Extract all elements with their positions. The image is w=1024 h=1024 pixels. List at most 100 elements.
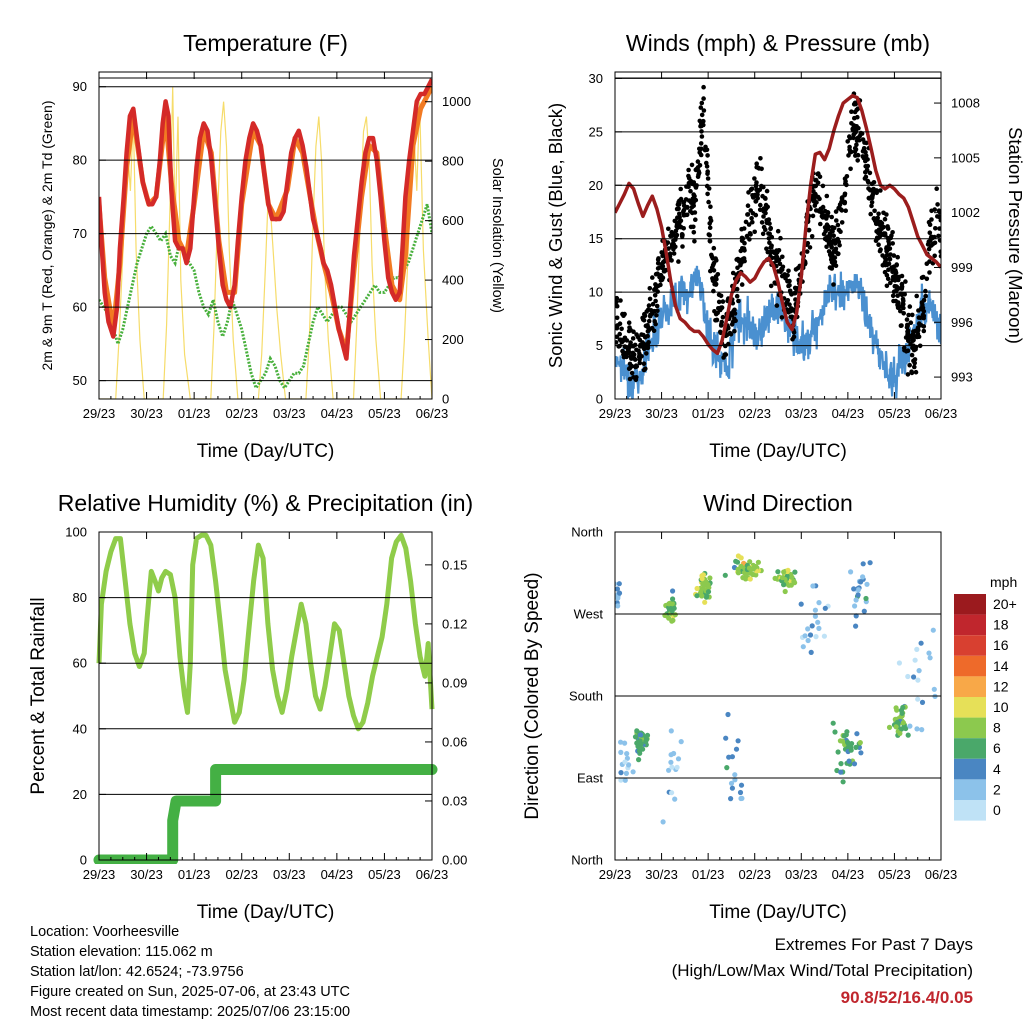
gust-point — [909, 333, 914, 339]
gust-point — [669, 229, 674, 235]
direction-point — [821, 633, 828, 639]
gust-point — [872, 208, 877, 214]
x-tick-label: 29/23 — [83, 867, 116, 882]
gust-point — [757, 187, 763, 192]
x-tick-label: 04/23 — [321, 406, 354, 421]
gust-point — [688, 188, 693, 194]
gust-point — [699, 112, 705, 118]
gust-point — [921, 274, 926, 280]
gust-point — [934, 186, 939, 191]
gust-point — [654, 303, 660, 309]
gust-point — [660, 259, 666, 265]
gust-point — [820, 183, 826, 189]
gust-point — [885, 235, 891, 241]
gust-point — [758, 202, 763, 208]
gust-point — [813, 191, 818, 197]
y-tick-label: 15 — [589, 231, 603, 246]
y2-tick-label: 999 — [951, 260, 973, 275]
direction-point — [894, 719, 901, 725]
gust-point — [855, 135, 860, 141]
direction-point — [734, 559, 741, 565]
y-axis-label: 2m & 9m T (Red, Orange) & 2m Td (Green) — [39, 101, 55, 371]
gust-point — [833, 263, 839, 269]
gust-point — [722, 352, 728, 358]
gust-point — [626, 328, 632, 334]
legend-swatch — [954, 800, 986, 821]
gust-point — [654, 283, 659, 289]
gust-point — [907, 362, 912, 368]
gust-point — [675, 202, 681, 207]
gust-point — [705, 169, 710, 174]
y2-tick-label: 1002 — [951, 205, 980, 220]
gust-point — [862, 176, 868, 181]
gust-point — [739, 282, 745, 287]
y-tick-label: North — [571, 853, 603, 868]
gust-point — [926, 246, 932, 252]
direction-point — [915, 696, 921, 702]
direction-point — [737, 789, 744, 796]
y2-tick-label: 993 — [951, 370, 973, 385]
x-tick-label: 03/23 — [785, 867, 818, 882]
gust-point — [680, 244, 685, 249]
gust-point — [691, 192, 696, 197]
direction-point — [623, 770, 630, 777]
direction-point — [815, 619, 821, 625]
gust-point — [625, 346, 630, 351]
y2-tick-label: 400 — [442, 273, 464, 288]
gust-point — [646, 340, 651, 345]
direction-point — [781, 582, 787, 588]
gust-point — [855, 158, 860, 163]
gust-point — [615, 299, 619, 305]
series-group — [615, 553, 938, 825]
gust-point — [768, 249, 773, 255]
direction-point — [618, 739, 624, 745]
gust-point — [698, 105, 704, 110]
gust-point — [748, 232, 753, 237]
gust-point — [711, 245, 717, 251]
gust-point — [713, 318, 718, 323]
gust-point — [884, 283, 890, 289]
gust-point — [632, 342, 638, 348]
gust-point — [907, 304, 913, 309]
gust-point — [659, 250, 664, 255]
gust-point — [698, 141, 704, 146]
direction-point — [724, 765, 730, 771]
gust-point — [652, 287, 657, 292]
gust-point — [826, 249, 832, 254]
direction-point — [810, 583, 816, 589]
gust-point — [615, 303, 618, 308]
gust-point — [726, 325, 731, 331]
direction-point — [634, 728, 640, 734]
direction-point — [807, 632, 814, 638]
gust-point — [695, 174, 701, 179]
gust-point — [745, 203, 751, 208]
gust-point — [761, 214, 766, 219]
gust-point — [617, 331, 622, 337]
legend-label: 8 — [993, 720, 1001, 736]
gust-point — [666, 226, 671, 232]
direction-point — [637, 732, 644, 738]
gust-point — [732, 307, 737, 313]
direction-point — [618, 777, 624, 783]
direction-point — [916, 668, 922, 674]
gust-point — [905, 372, 911, 377]
direction-point — [912, 657, 918, 663]
gust-point — [927, 259, 932, 264]
direction-point — [802, 633, 808, 639]
x-tick-label: 01/23 — [178, 867, 211, 882]
gust-point — [937, 226, 941, 231]
gust-point — [643, 366, 648, 372]
gust-point — [890, 293, 896, 299]
gust-point — [701, 118, 706, 124]
legend-swatch — [954, 758, 986, 780]
gust-point — [828, 254, 834, 259]
y2-tick-label: 600 — [442, 213, 464, 228]
x-tick-label: 30/23 — [130, 867, 163, 882]
y2-tick-label: 200 — [442, 332, 464, 347]
gust-point — [755, 192, 760, 197]
direction-point — [672, 612, 678, 618]
direction-point — [792, 569, 798, 575]
gust-point — [824, 193, 830, 199]
gust-point — [849, 109, 854, 114]
